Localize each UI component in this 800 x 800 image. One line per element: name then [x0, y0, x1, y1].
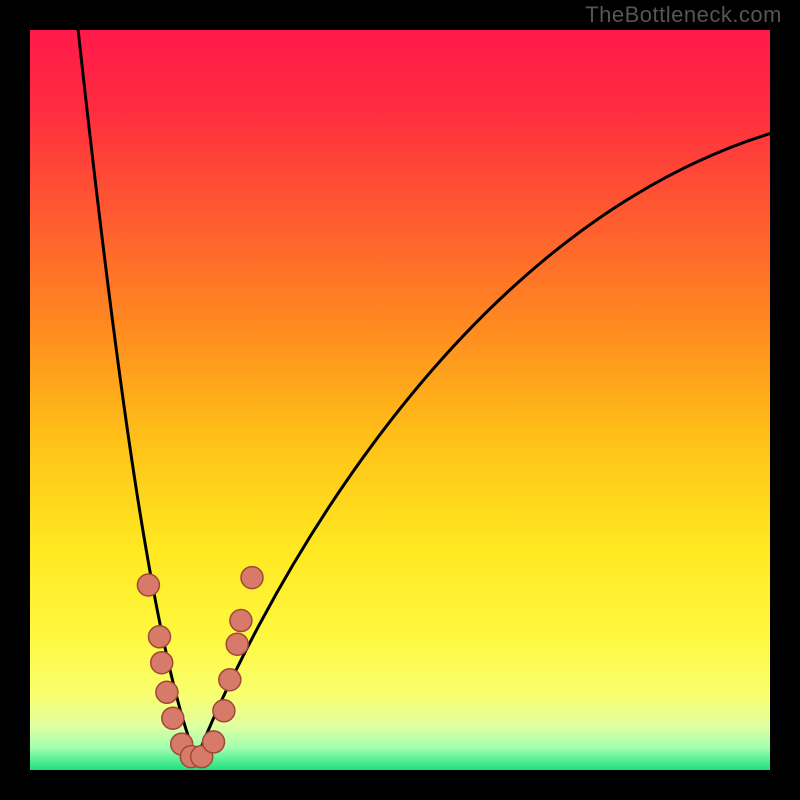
marker-point: [162, 707, 184, 729]
chart-container: TheBottleneck.com: [0, 0, 800, 800]
marker-point: [149, 626, 171, 648]
marker-point: [203, 731, 225, 753]
chart-svg: [0, 0, 800, 800]
marker-point: [137, 574, 159, 596]
marker-point: [230, 610, 252, 632]
marker-point: [241, 567, 263, 589]
marker-point: [213, 700, 235, 722]
marker-point: [151, 652, 173, 674]
marker-point: [219, 669, 241, 691]
marker-point: [156, 681, 178, 703]
plot-gradient-background: [30, 30, 770, 770]
marker-point: [226, 633, 248, 655]
